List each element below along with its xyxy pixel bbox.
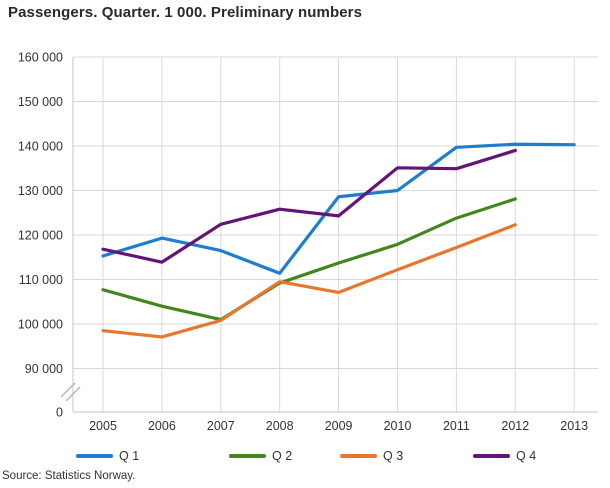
x-axis-tick-label: 2010 bbox=[384, 419, 412, 433]
legend: Q 1 Q 2 Q 3 Q 4 bbox=[0, 447, 610, 467]
y-axis-break-icon bbox=[60, 382, 81, 402]
x-axis-tick-label: 2013 bbox=[560, 419, 588, 433]
y-axis-tick-labels: 160 000 150 000 140 000 130 000 120 000 110 0… bbox=[18, 50, 63, 419]
legend-label: Q 4 bbox=[516, 449, 537, 463]
legend-label: Q 1 bbox=[119, 449, 140, 463]
legend-item-q-3[interactable]: Q 3 bbox=[340, 447, 403, 465]
y-axis-tick-label: 130 000 bbox=[18, 184, 63, 198]
x-axis-tick-label: 2007 bbox=[207, 419, 235, 433]
x-axis-tick-label: 2011 bbox=[443, 419, 470, 433]
legend-swatch bbox=[76, 454, 113, 458]
series-line-q-2 bbox=[101, 197, 517, 322]
axis-break-slash bbox=[65, 386, 81, 402]
x-axis-tick-label: 2012 bbox=[501, 419, 529, 433]
series-line-q-4 bbox=[101, 148, 517, 264]
x-axis-tick-label: 2009 bbox=[325, 419, 353, 433]
legend-swatch bbox=[229, 454, 266, 458]
source-note: Source: Statistics Norway. bbox=[2, 470, 136, 482]
axes bbox=[72, 57, 598, 413]
y-axis-tick-label: 120 000 bbox=[18, 228, 63, 242]
series-lines bbox=[101, 142, 576, 339]
gridlines bbox=[73, 56, 598, 412]
x-axis-tick-label: 2008 bbox=[266, 419, 294, 433]
y-axis-tick-label: 160 000 bbox=[18, 50, 63, 64]
legend-item-q-4[interactable]: Q 4 bbox=[473, 447, 536, 465]
chart-title: Passengers. Quarter. 1 000. Preliminary … bbox=[8, 4, 363, 21]
legend-label: Q 2 bbox=[272, 449, 293, 463]
x-axis-tick-label: 2005 bbox=[89, 419, 117, 433]
legend-item-q-2[interactable]: Q 2 bbox=[229, 447, 292, 465]
x-axis-tick-labels: 2005 2006 2007 2008 2009 2010 2011 2012 2013 bbox=[89, 419, 588, 433]
y-axis-zero-label: 0 bbox=[56, 405, 63, 419]
legend-label: Q 3 bbox=[383, 449, 404, 463]
x-axis-tick-label: 2006 bbox=[148, 419, 176, 433]
series-line-q-3 bbox=[101, 223, 517, 339]
legend-item-q-1[interactable]: Q 1 bbox=[76, 447, 139, 465]
y-axis-tick-label: 100 000 bbox=[18, 317, 63, 331]
legend-swatch bbox=[340, 454, 377, 458]
y-axis-tick-label: 110 000 bbox=[19, 273, 63, 287]
y-axis-tick-label: 150 000 bbox=[18, 95, 63, 109]
legend-swatch bbox=[473, 454, 510, 458]
axis-break-slash bbox=[60, 382, 76, 398]
y-axis-tick-label: 140 000 bbox=[18, 139, 63, 153]
y-axis-tick-label: 90 000 bbox=[25, 362, 63, 376]
series-line-q-1 bbox=[101, 142, 576, 275]
